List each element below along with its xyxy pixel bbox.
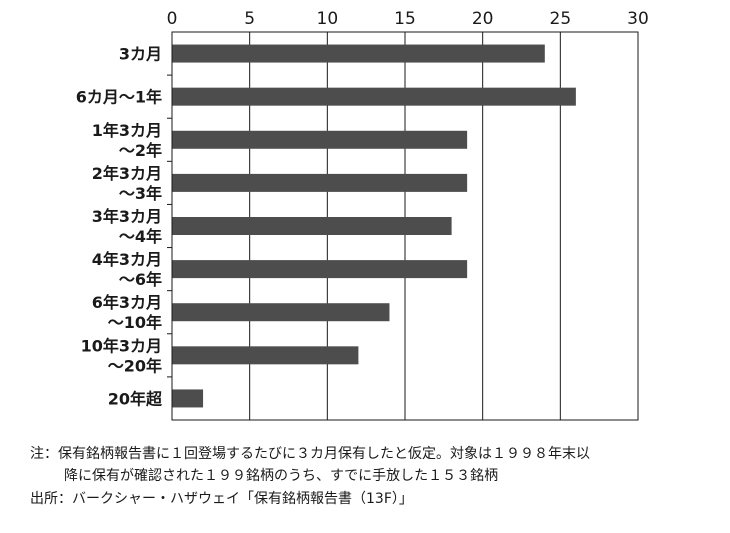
source-note: 出所：バークシャー・ハザウェイ「保有銘柄報告書（13F）」 [30, 491, 413, 507]
bar [172, 130, 468, 149]
bar [172, 303, 390, 322]
bar-chart: 0 5 10 15 20 25 30 3カ月 6カ月〜1年 1年3カ月〜2年 2年3カ月〜3年 3年3… [76, 9, 649, 421]
category-label: 3年3カ月 [92, 207, 162, 226]
bar [172, 389, 204, 408]
x-tick-label: 0 [167, 9, 178, 29]
bar [172, 44, 545, 63]
category-label: 〜6年 [119, 270, 162, 289]
bar [172, 346, 359, 365]
category-label: 〜3年 [119, 184, 162, 203]
bar [172, 87, 576, 106]
bar [172, 217, 452, 235]
x-tick-label: 5 [244, 9, 255, 29]
plot-frame [171, 31, 639, 421]
category-label: 〜10年 [108, 313, 162, 332]
category-label: 6カ月〜1年 [76, 88, 162, 107]
bar [172, 173, 468, 192]
bar [172, 260, 468, 279]
category-label: 6年3カ月 [92, 293, 162, 312]
footnote-line-2: 降に保有が確認された１９９銘柄のうち、すでに手放した１５３銘柄 [64, 468, 499, 484]
category-label: 4年3カ月 [92, 250, 162, 269]
x-tick-label: 10 [317, 9, 339, 29]
x-tick-label: 25 [550, 9, 572, 29]
category-label: 10年3カ月 [81, 336, 162, 355]
x-tick-label: 30 [627, 9, 649, 29]
category-label: 〜20年 [108, 356, 162, 375]
category-label: 20年超 [108, 389, 163, 408]
category-label: 2年3カ月 [92, 164, 162, 183]
category-label: 〜4年 [119, 227, 162, 246]
category-label: 1年3カ月 [92, 121, 162, 140]
footnote-line-1: 注：保有銘柄報告書に１回登場するたびに３カ月保有したと仮定。対象は１９９８年末以 [30, 446, 590, 462]
category-label: 〜2年 [119, 141, 162, 160]
category-label: 3カ月 [119, 45, 162, 64]
x-tick-label: 15 [394, 9, 416, 29]
x-tick-label: 20 [472, 9, 494, 29]
